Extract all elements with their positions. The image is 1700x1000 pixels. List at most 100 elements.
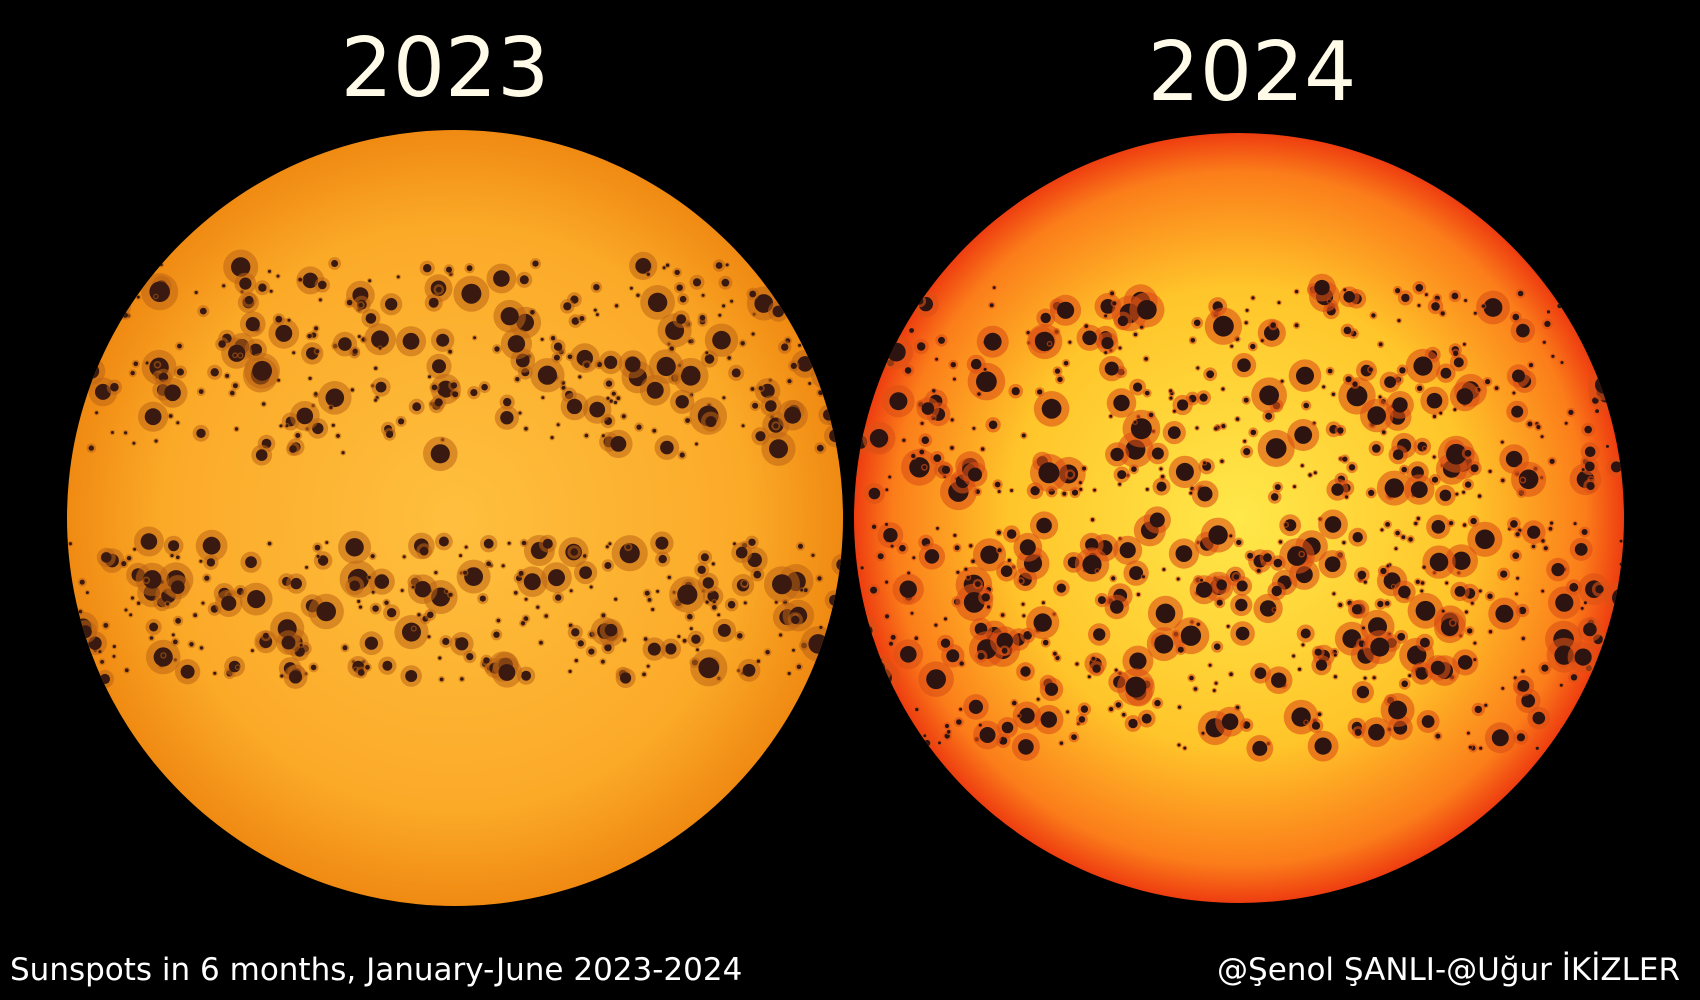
sunspot bbox=[124, 668, 129, 673]
sunspot bbox=[567, 354, 573, 360]
sunspot bbox=[101, 552, 112, 563]
sunspot bbox=[1082, 330, 1097, 346]
sunspot bbox=[883, 528, 898, 543]
sunspot bbox=[601, 659, 605, 664]
sunspot bbox=[1595, 585, 1604, 594]
sunspot bbox=[727, 356, 731, 360]
sunspot bbox=[112, 654, 116, 658]
sunspot bbox=[315, 349, 320, 354]
sunspot bbox=[371, 330, 389, 349]
sunspot bbox=[247, 590, 266, 609]
sunspot bbox=[646, 664, 650, 668]
sunspot bbox=[1140, 325, 1143, 329]
sunspot bbox=[1156, 481, 1167, 492]
sunspot bbox=[1311, 721, 1321, 730]
sunspot bbox=[685, 418, 690, 423]
sunspot bbox=[1327, 368, 1333, 374]
sunspot bbox=[1230, 344, 1234, 348]
sunspot bbox=[466, 265, 473, 272]
sunspot bbox=[1401, 535, 1406, 540]
sunspot bbox=[382, 660, 393, 671]
sunspot bbox=[1345, 495, 1349, 499]
sunspot bbox=[398, 418, 405, 425]
sunspot bbox=[792, 648, 795, 652]
sunspot bbox=[493, 631, 500, 638]
sunspot bbox=[986, 605, 991, 609]
sunspot bbox=[1237, 358, 1251, 373]
sunspot bbox=[1544, 320, 1551, 327]
sunspot bbox=[1057, 376, 1063, 383]
sunspot bbox=[1415, 667, 1429, 680]
sunspot bbox=[501, 564, 505, 568]
sunspot bbox=[774, 600, 778, 604]
sunspot bbox=[1414, 521, 1418, 526]
sunspot bbox=[202, 536, 221, 555]
sunspot bbox=[172, 639, 178, 645]
sunspot bbox=[445, 590, 448, 593]
sunspot bbox=[411, 585, 415, 589]
sunspot bbox=[721, 278, 730, 287]
sunspot bbox=[1401, 466, 1407, 473]
sunspot bbox=[199, 646, 204, 650]
sunspot bbox=[1190, 338, 1196, 343]
sunspot bbox=[305, 565, 309, 569]
sunspot bbox=[473, 336, 477, 340]
sunspot bbox=[1071, 489, 1079, 496]
sunspot bbox=[748, 538, 756, 546]
sunspot bbox=[885, 522, 888, 526]
sunspot bbox=[500, 411, 514, 425]
sunspot bbox=[1337, 427, 1344, 434]
sunspot bbox=[588, 648, 595, 655]
sunspot bbox=[1133, 382, 1143, 392]
sunspot bbox=[755, 431, 766, 442]
sunspot bbox=[521, 670, 532, 681]
sunspot bbox=[888, 641, 894, 646]
sunspot bbox=[605, 380, 613, 387]
sunspot bbox=[978, 723, 982, 727]
sunspot bbox=[676, 284, 683, 291]
year-label: 2024 bbox=[1148, 25, 1357, 120]
sunspot bbox=[314, 544, 321, 551]
sunspot bbox=[1095, 569, 1099, 573]
sunspot bbox=[1384, 376, 1396, 388]
sunspot bbox=[593, 284, 600, 291]
sunspot bbox=[1416, 516, 1421, 521]
sunspot bbox=[752, 402, 759, 409]
sunspot bbox=[1527, 525, 1541, 539]
sunspot bbox=[646, 272, 650, 276]
sunspot bbox=[1510, 520, 1518, 528]
sunspot bbox=[1041, 398, 1062, 419]
sunspot bbox=[1440, 367, 1452, 379]
sunspot bbox=[609, 399, 613, 403]
sunspot bbox=[1243, 439, 1247, 443]
sunspot bbox=[1284, 523, 1288, 527]
sunspot bbox=[483, 538, 494, 549]
sunspot bbox=[1023, 631, 1032, 640]
sunspot bbox=[677, 635, 681, 638]
sunspot bbox=[909, 328, 914, 333]
sunspot bbox=[1308, 473, 1312, 477]
sunspot bbox=[1517, 680, 1530, 692]
sunspot bbox=[1417, 304, 1421, 307]
sunspot bbox=[1159, 467, 1163, 471]
sunspot bbox=[452, 391, 459, 398]
sunspot bbox=[285, 424, 289, 428]
sunspot bbox=[299, 643, 303, 647]
sunspot bbox=[740, 341, 745, 346]
sunspot bbox=[707, 590, 719, 602]
sunspot bbox=[674, 269, 680, 276]
sunspot bbox=[570, 548, 578, 556]
sunspot bbox=[1092, 664, 1101, 673]
sunspot bbox=[1581, 468, 1585, 472]
sunspot bbox=[428, 375, 431, 379]
sunspot bbox=[1445, 581, 1449, 585]
sunspot bbox=[1354, 728, 1362, 736]
sunspot bbox=[194, 290, 198, 295]
sunspot bbox=[1455, 492, 1459, 496]
sunspot bbox=[610, 436, 627, 452]
sunspot bbox=[1034, 331, 1055, 352]
sunspot bbox=[1429, 552, 1449, 572]
sunspot bbox=[1342, 541, 1346, 545]
sunspot bbox=[941, 465, 951, 474]
sunspot bbox=[1569, 582, 1579, 592]
